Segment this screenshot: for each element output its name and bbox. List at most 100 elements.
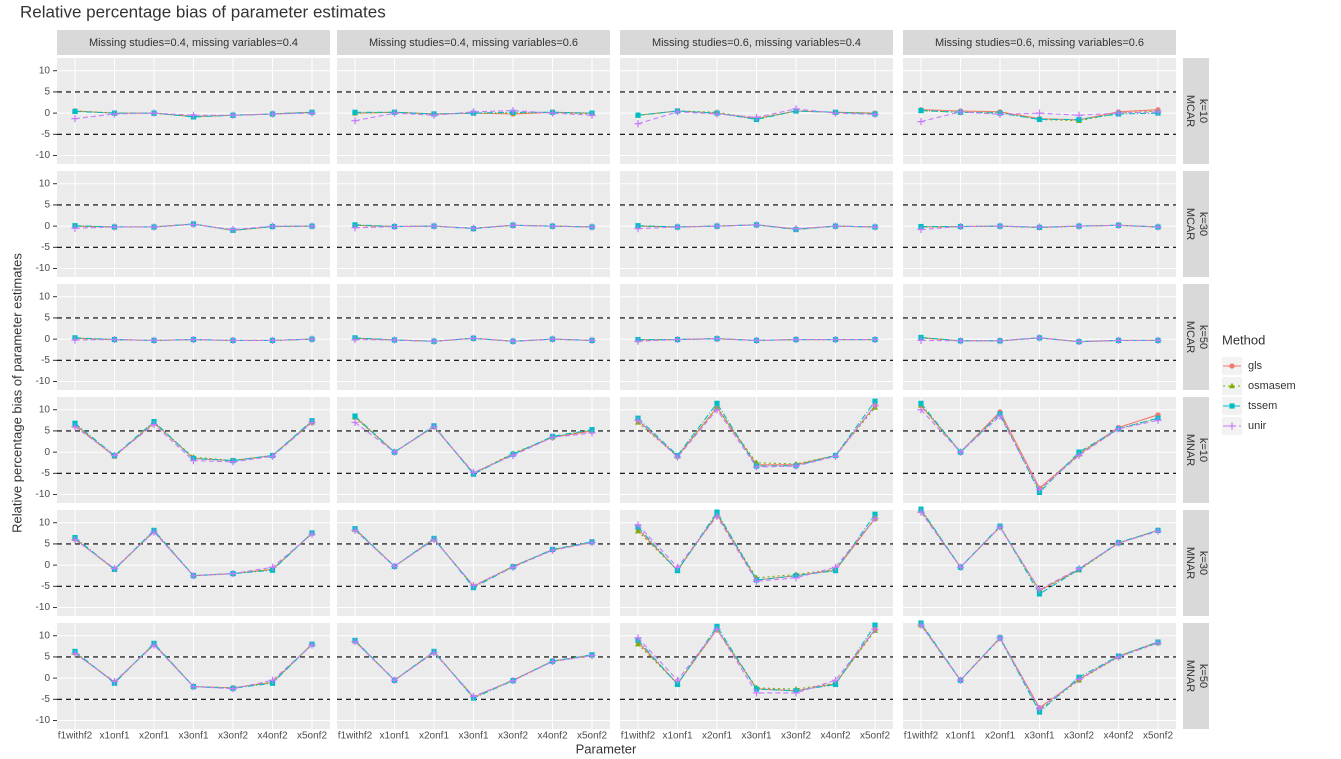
y-tick-label: -5 xyxy=(41,468,50,479)
facet-label: k=10 xyxy=(1197,438,1209,462)
marker xyxy=(792,462,800,470)
y-tick-label: 5 xyxy=(44,652,50,663)
marker xyxy=(1036,591,1043,597)
marker xyxy=(268,563,277,571)
y-tick-label: -5 xyxy=(41,355,50,366)
facet-strip xyxy=(903,30,1176,55)
marker xyxy=(268,676,277,684)
marker xyxy=(1075,564,1083,573)
facet-label: k=30 xyxy=(1197,551,1209,575)
panel xyxy=(903,620,1176,729)
x-tick-label: x4onf2 xyxy=(820,731,850,742)
marker xyxy=(752,689,761,697)
marker xyxy=(918,107,924,114)
y-tick-label: -5 xyxy=(41,694,50,705)
y-tick-label: 0 xyxy=(44,221,50,232)
marker xyxy=(635,528,641,534)
marker xyxy=(1114,221,1123,229)
marker xyxy=(351,117,359,125)
marker xyxy=(308,418,316,427)
panel xyxy=(337,171,610,277)
marker xyxy=(189,457,198,465)
marker xyxy=(71,336,79,344)
marker xyxy=(792,689,800,697)
y-tick-label: 10 xyxy=(39,65,51,76)
marker xyxy=(548,546,557,554)
marker xyxy=(509,563,517,571)
marker xyxy=(713,625,721,633)
facet-label: Missing studies=0.6, missing variables=0… xyxy=(935,37,1144,49)
marker xyxy=(548,335,557,343)
marker xyxy=(268,110,277,118)
marker xyxy=(229,111,237,119)
marker xyxy=(831,109,840,117)
facet-label: Missing studies=0.4, missing variables=0… xyxy=(369,37,578,49)
marker xyxy=(996,412,1004,420)
marker xyxy=(110,451,119,460)
marker xyxy=(956,676,965,684)
marker xyxy=(871,401,879,410)
marker xyxy=(713,222,721,230)
marker xyxy=(917,508,925,516)
marker xyxy=(548,433,557,441)
panel xyxy=(620,58,893,164)
marker xyxy=(792,574,800,582)
marker xyxy=(673,335,682,344)
marker xyxy=(509,677,517,685)
x-tick-label: f1withf2 xyxy=(58,731,93,742)
panel xyxy=(903,284,1176,390)
marker xyxy=(714,509,720,515)
marker xyxy=(588,429,596,437)
marker xyxy=(673,223,682,231)
marker xyxy=(71,423,79,431)
marker xyxy=(308,222,316,230)
x-tick-label: x2onf1 xyxy=(419,731,449,742)
x-tick-label: x3onf1 xyxy=(178,731,208,742)
marker xyxy=(1229,403,1235,409)
marker xyxy=(72,108,78,115)
legend-label: osmasem xyxy=(1248,380,1296,392)
marker xyxy=(714,400,720,406)
facet-strip xyxy=(1183,510,1209,616)
marker xyxy=(872,511,878,517)
x-tick-label: x3onf2 xyxy=(781,731,811,742)
panel xyxy=(337,397,610,503)
legend-label: tssem xyxy=(1248,400,1277,412)
marker xyxy=(831,676,840,684)
panel xyxy=(57,171,330,277)
marker xyxy=(1035,223,1044,231)
marker xyxy=(831,452,840,460)
marker xyxy=(351,335,359,344)
y-tick-label: -10 xyxy=(36,715,51,726)
marker xyxy=(673,676,682,684)
marker xyxy=(150,420,158,429)
marker xyxy=(469,468,478,477)
marker xyxy=(430,649,438,657)
marker xyxy=(634,521,642,529)
marker xyxy=(1229,382,1235,389)
marker xyxy=(469,224,478,232)
y-tick-label: -10 xyxy=(36,150,51,161)
marker xyxy=(351,526,359,534)
marker xyxy=(752,336,761,344)
x-tick-label: f1withf2 xyxy=(338,731,373,742)
marker xyxy=(1154,336,1162,344)
y-tick-label: -5 xyxy=(41,242,50,253)
marker xyxy=(792,225,800,233)
marker xyxy=(1076,116,1082,123)
marker xyxy=(229,458,237,466)
x-tick-label: x1onf1 xyxy=(99,731,129,742)
legend-title: Method xyxy=(1222,332,1265,347)
marker xyxy=(352,413,358,419)
marker xyxy=(634,634,642,642)
marker xyxy=(1035,334,1044,342)
marker xyxy=(752,577,761,585)
facet-strip xyxy=(1183,284,1209,390)
marker xyxy=(956,222,965,231)
marker xyxy=(189,220,198,229)
marker xyxy=(110,564,119,573)
marker xyxy=(390,109,399,117)
marker xyxy=(1114,336,1123,344)
marker xyxy=(469,581,478,590)
